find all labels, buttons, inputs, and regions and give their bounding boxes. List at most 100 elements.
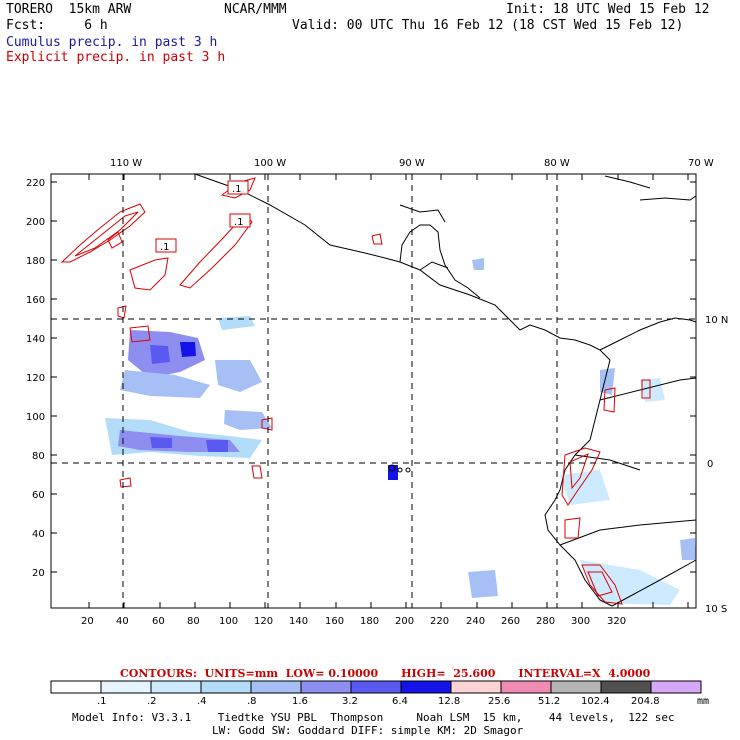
y-tick-label: 200: [26, 217, 45, 228]
lon-label: 70 W: [688, 158, 714, 169]
contour: [119, 477, 132, 488]
lat-label: 10 N: [705, 315, 728, 326]
x-tick-label: 280: [536, 616, 555, 627]
x-tick-label: 300: [571, 616, 590, 627]
x-tick-label: 320: [607, 616, 626, 627]
colorbar-swatch: [550, 680, 602, 694]
country-border: [599, 377, 697, 401]
precip-area: [580, 560, 680, 605]
colorbar-label: 6.4: [392, 696, 408, 707]
geo-labels: 110 W 100 W 90 W 80 W 70 W 10 N 0 10 S: [110, 158, 728, 615]
contour-tags: .1 .1 .1: [155, 180, 251, 253]
colorbar-labels: .1 .2 .4 .8 1.6 3.2 6.4 12.8 25.6 51.2 1…: [97, 696, 660, 707]
contour: [251, 465, 263, 479]
lon-label: 110 W: [110, 158, 142, 169]
contour: [261, 417, 273, 431]
x-tick-label: 140: [289, 616, 308, 627]
island: [405, 467, 411, 473]
x-tick-label: 160: [325, 616, 344, 627]
y-tick-label: 120: [26, 373, 45, 384]
island: [388, 464, 396, 472]
coastline: [399, 204, 446, 223]
y-tick-label: 220: [26, 178, 45, 189]
colorbar-swatch: [650, 680, 702, 694]
contour-tag-box: [155, 238, 177, 253]
colorbar: [50, 680, 702, 694]
precip-area: [472, 258, 484, 270]
precip-area: [218, 316, 255, 330]
contour-info: CONTOURS: UNITS=mm LOW= 0.10000 HIGH= 25…: [120, 667, 651, 680]
contour: [129, 257, 169, 291]
contour-tag: .1: [232, 184, 242, 195]
colorbar-swatch: [300, 680, 352, 694]
colorbar-swatch: [350, 680, 402, 694]
cumulus-precip-shading: [105, 258, 696, 605]
colorbar-swatch: [500, 680, 552, 694]
coastlines: [194, 173, 697, 607]
colorbar-label: 12.8: [438, 696, 460, 707]
colorbar-unit: mm: [697, 696, 710, 707]
precip-area: [224, 410, 272, 430]
lat-lon-grid: [51, 174, 696, 608]
x-tick-labels: 20 40 60 80 100 120 140 160 180 200 220 …: [81, 616, 626, 627]
colorbar-label: .8: [247, 696, 257, 707]
colorbar-label: 1.6: [292, 696, 308, 707]
x-tick-label: 180: [360, 616, 379, 627]
colorbar-label: 51.2: [538, 696, 560, 707]
colorbar-swatch: [250, 680, 302, 694]
contour: [74, 211, 139, 257]
colorbar-label: 204.8: [631, 696, 660, 707]
colorbar-label: 3.2: [342, 696, 358, 707]
colorbar-label: 102.4: [581, 696, 610, 707]
precip-area: [150, 437, 172, 448]
y-tick-label: 160: [26, 295, 45, 306]
contour: [581, 564, 623, 605]
contour: [561, 447, 601, 506]
x-tick-label: 200: [395, 616, 414, 627]
colorbar-swatch: [50, 680, 102, 694]
lon-label: 100 W: [254, 158, 286, 169]
x-tick-label: 60: [152, 616, 165, 627]
y-tick-label: 100: [26, 412, 45, 423]
contour: [129, 325, 151, 343]
colorbar-swatch: [150, 680, 202, 694]
precip-area: [120, 370, 210, 398]
country-border: [611, 559, 697, 607]
forecast-hour: Fcst: 6 h: [6, 18, 108, 33]
x-tick-label: 240: [466, 616, 485, 627]
map-frame: [50, 173, 697, 609]
coastline: [399, 224, 481, 299]
colorbar-label: .4: [197, 696, 207, 707]
contour: [641, 379, 651, 399]
precip-area: [640, 378, 665, 402]
contour: [587, 571, 613, 597]
model-name: TORERO 15km ARW: [6, 2, 132, 17]
x-tick-label: 220: [430, 616, 449, 627]
colorbar-swatch: [200, 680, 252, 694]
contour: [371, 233, 383, 245]
x-tick-label: 40: [116, 616, 129, 627]
lat-label: 0: [707, 459, 713, 470]
country-border: [559, 519, 697, 546]
contour: [564, 517, 581, 539]
precip-area: [180, 342, 196, 357]
precip-area: [560, 470, 610, 505]
contour: [107, 231, 123, 249]
precip-area: [150, 345, 170, 364]
coastline: [194, 173, 613, 607]
colorbar-label: .1: [97, 696, 107, 707]
x-tick-label: 80: [187, 616, 200, 627]
contour: [60, 203, 146, 263]
lon-label: 80 W: [544, 158, 570, 169]
contour: [117, 305, 127, 319]
contour-tag: .1: [160, 242, 170, 253]
lon-label: 90 W: [399, 158, 425, 169]
y-tick-label: 20: [32, 568, 45, 579]
country-border: [419, 261, 449, 271]
x-tick-label: 120: [254, 616, 273, 627]
y-tick-label: 140: [26, 334, 45, 345]
coastline: [604, 175, 651, 189]
colorbar-swatch: [600, 680, 652, 694]
colorbar-label: .2: [147, 696, 157, 707]
